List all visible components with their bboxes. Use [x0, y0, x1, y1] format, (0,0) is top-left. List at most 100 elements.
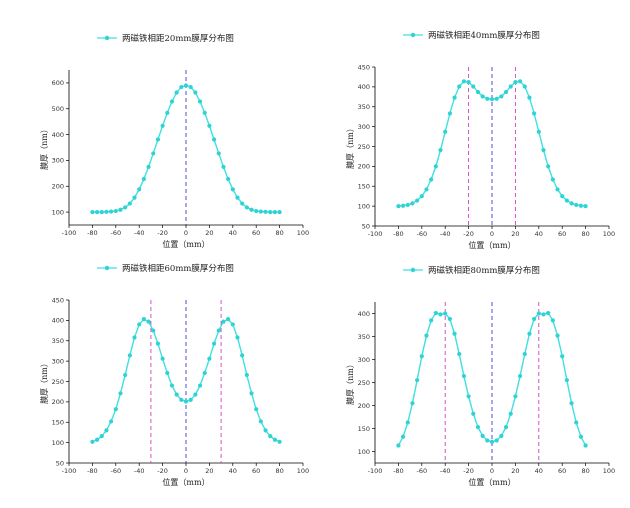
data-point [541, 312, 546, 317]
data-point [583, 443, 588, 448]
data-point [244, 205, 249, 210]
x-tick-label: -100 [62, 229, 77, 237]
x-tick-label: 60 [252, 229, 260, 237]
data-point [109, 209, 114, 214]
chart-40mm: 两磁铁相距40mm膜厚分布图 -100 -80 -60 -40 -20 0 20 40 60 80 1… [345, 30, 615, 250]
legend-marker [104, 265, 110, 271]
x-tick-label: 20 [511, 467, 519, 475]
data-point [536, 311, 541, 316]
data-point [405, 420, 410, 425]
data-point [118, 391, 123, 396]
y-tick-label: 300 [52, 157, 64, 165]
data-point [188, 84, 193, 90]
data-point [113, 208, 118, 214]
data-point [99, 434, 104, 439]
y-tick-label: 50 [362, 222, 370, 230]
x-tick-label: -60 [416, 467, 427, 475]
data-point [141, 176, 146, 182]
x-tick-label: 60 [558, 467, 566, 475]
x-tick-label: -100 [62, 467, 77, 475]
data-point [489, 439, 495, 444]
data-point [443, 129, 448, 134]
x-axis-label: 位置（mm） [162, 477, 209, 487]
data-point [216, 151, 221, 156]
data-point [513, 80, 518, 85]
data-point [438, 312, 443, 317]
data-point [90, 209, 95, 215]
data-point [221, 164, 226, 169]
y-tick-label: 400 [52, 131, 64, 139]
x-tick-label: -20 [463, 467, 474, 475]
data-point [240, 353, 245, 358]
data-point [429, 177, 434, 182]
data-point [438, 147, 443, 153]
y-tick-label: 300 [52, 357, 64, 365]
x-tick-label: 100 [603, 230, 615, 238]
data-point [574, 420, 579, 425]
data-point [433, 310, 438, 316]
x-tick-label: -20 [463, 230, 474, 238]
data-point [221, 319, 226, 324]
data-point [569, 401, 574, 406]
legend-marker [410, 267, 416, 273]
y-axis-label: 膜厚（nm） [345, 124, 355, 169]
data-point [569, 201, 574, 206]
y-tick-label: 100 [358, 202, 370, 210]
data-point [424, 333, 429, 338]
data-point [151, 151, 156, 156]
y-tick-label: 450 [52, 296, 64, 304]
x-tick-label: -80 [393, 230, 404, 238]
x-tick-label: -80 [87, 229, 98, 237]
y-tick-label: 50 [56, 459, 64, 467]
x-tick-label: 60 [252, 467, 260, 475]
data-point [400, 203, 406, 208]
x-tick-label: -60 [110, 229, 121, 237]
data-point [160, 356, 165, 361]
data-point [146, 319, 151, 324]
y-axis-label: 膜厚（nm） [345, 360, 355, 405]
x-tick-label: -80 [393, 467, 404, 475]
legend-label: 两磁铁相距80mm膜厚分布图 [428, 265, 540, 276]
data-point [452, 331, 457, 336]
data-point [94, 209, 100, 215]
data-point [564, 378, 569, 383]
y-tick-label: 350 [358, 103, 370, 111]
data-point [457, 351, 462, 357]
data-point [226, 317, 231, 322]
x-tick-label: 0 [184, 229, 188, 237]
data-point [513, 394, 518, 399]
data-point [494, 96, 499, 101]
data-point [169, 383, 175, 388]
data-point [550, 318, 555, 323]
data-point [268, 434, 273, 439]
data-point [499, 433, 504, 438]
data-point [90, 439, 95, 444]
data-point [109, 419, 114, 424]
x-tick-label: 100 [297, 229, 309, 237]
data-point [424, 187, 429, 192]
data-point [466, 394, 471, 399]
data-point [429, 318, 434, 323]
data-point [415, 198, 420, 203]
data-point [532, 316, 537, 322]
data-point [489, 97, 495, 102]
data-point [471, 411, 476, 416]
x-tick-label: 20 [511, 230, 519, 238]
data-point [254, 407, 259, 412]
x-tick-label: 80 [581, 467, 589, 475]
data-point [104, 209, 109, 214]
y-tick-label: 100 [358, 448, 370, 456]
data-point [94, 437, 100, 442]
x-tick-label: 20 [205, 229, 213, 237]
data-point [137, 322, 142, 327]
legend-label: 两磁铁相距20mm膜厚分布图 [122, 33, 234, 44]
data-point [146, 164, 151, 169]
data-point [494, 438, 499, 443]
data-point [230, 322, 235, 327]
data-point [396, 443, 401, 448]
x-axis-label: 位置（mm） [468, 477, 515, 487]
x-tick-label: 60 [558, 230, 566, 238]
data-point [560, 354, 565, 359]
data-point [443, 311, 448, 316]
data-point [202, 370, 207, 376]
